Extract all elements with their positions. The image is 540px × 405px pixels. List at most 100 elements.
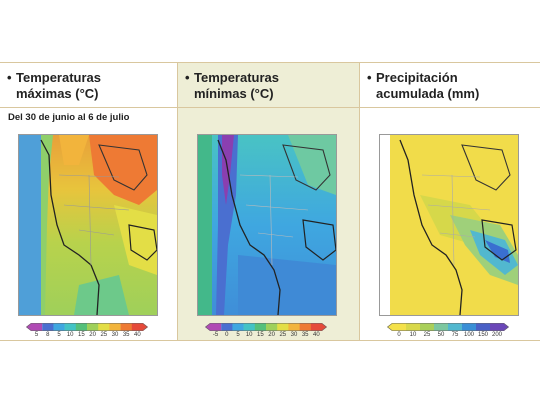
border-uruguay	[128, 224, 157, 261]
date-range-subtitle: Del 30 de junio al 6 de julio	[8, 112, 130, 123]
scale-tick-label: 25	[100, 332, 108, 338]
scale-tick-label: 20	[268, 332, 275, 338]
colorbar-outline	[387, 323, 509, 331]
colorbar-segment	[420, 323, 435, 331]
scale-tick-label: 10	[409, 332, 417, 338]
colorbar-segment	[254, 323, 267, 331]
scale-tick-label: 10	[66, 332, 74, 338]
scale-tick-label: 50	[437, 332, 445, 338]
border-paraguay	[98, 144, 148, 191]
scale-tick-label: 20	[89, 332, 96, 338]
colorbar-segment	[288, 323, 300, 331]
scale-tick-label: 5	[236, 332, 240, 338]
title-line: Temperaturas	[16, 70, 102, 85]
min-temp-title: • Temperaturas mínimas (°C)	[185, 70, 280, 102]
province-lines	[421, 174, 491, 266]
scale-tick-label: 40	[134, 332, 141, 338]
colorbar-segment	[26, 323, 43, 331]
colorbar-segment	[243, 323, 256, 331]
scale-tick-label: 15	[78, 332, 85, 338]
colorbar-segment	[109, 323, 121, 331]
country-border	[217, 139, 281, 315]
scale-tick-label: 25	[423, 332, 431, 338]
colorbar-segment	[476, 323, 491, 331]
colorbar-segment	[299, 323, 312, 331]
min-temp-colorbar	[205, 323, 327, 331]
bottom-divider	[0, 340, 540, 341]
scale-tick-label: 40	[313, 332, 320, 338]
max-temp-title: • Temperaturas máximas (°C)	[7, 70, 102, 102]
warm-region	[59, 135, 89, 165]
scale-tick-label: 5	[34, 332, 39, 338]
cool-region	[74, 275, 129, 315]
colorbar-segment	[490, 323, 509, 331]
andes-cold-band	[19, 135, 41, 315]
scale-tick-label: 35	[301, 332, 309, 338]
colorbar-segment	[232, 323, 244, 331]
scale-tick-label: 200	[491, 332, 503, 338]
scale-tick-label: 30	[290, 332, 298, 338]
min-temp-map	[197, 134, 337, 316]
max-temp-colorbar	[26, 323, 148, 331]
colorbar-outline	[205, 323, 327, 331]
colorbar-segment	[310, 323, 327, 331]
column-divider	[177, 63, 178, 340]
scale-tick-label: 35	[122, 332, 130, 338]
coastal-band	[198, 135, 212, 315]
title-line: máximas (°C)	[16, 86, 99, 101]
title-line: Precipitación	[376, 70, 458, 85]
scale-tick-label: 25	[279, 332, 287, 338]
colorbar-segment	[64, 323, 77, 331]
colorbar-segment	[221, 323, 233, 331]
colorbar-segment	[120, 323, 133, 331]
scale-tick-label: 5	[57, 332, 61, 338]
province-lines	[239, 174, 309, 266]
scale-tick-label: 30	[111, 332, 119, 338]
cold-band	[216, 135, 238, 315]
subtitle-divider	[0, 107, 540, 108]
colorbar-segment	[277, 323, 289, 331]
country-border	[40, 139, 100, 315]
warm-north-region	[288, 135, 336, 195]
colorbar-segment	[387, 323, 406, 331]
bullet-icon: •	[185, 70, 190, 85]
scale-tick-label: 0	[225, 332, 229, 338]
scale-tick-label: -5	[212, 332, 219, 338]
precipitation-title: • Precipitación acumulada (mm)	[367, 70, 480, 102]
scale-tick-label: 100	[463, 332, 475, 338]
south-region	[238, 255, 336, 315]
colorbar-segment	[462, 323, 477, 331]
colorbar-segment	[87, 323, 99, 331]
max-temp-map	[18, 134, 158, 316]
precipitation-map	[379, 134, 519, 316]
colorbar-segment	[448, 323, 463, 331]
colorbar-segment	[42, 323, 54, 331]
border-paraguay	[282, 144, 331, 191]
bullet-icon: •	[367, 70, 372, 85]
column-divider	[359, 63, 360, 340]
scale-tick-label: 75	[451, 332, 459, 338]
colorbar-segment	[406, 323, 421, 331]
colorbar-segment	[266, 323, 278, 331]
mild-region	[114, 205, 157, 275]
colorbar-outline	[26, 323, 148, 331]
colorbar-segment	[75, 323, 88, 331]
border-uruguay	[481, 219, 517, 261]
country-border	[399, 139, 463, 315]
precipitation-colorbar	[387, 323, 509, 331]
wettest-region	[485, 240, 510, 263]
title-line: mínimas (°C)	[194, 86, 274, 101]
colorbar-segment	[131, 323, 148, 331]
province-lines	[58, 174, 130, 266]
scale-tick-label: 8	[46, 332, 50, 338]
scale-tick-label: 15	[257, 332, 264, 338]
title-line: acumulada (mm)	[376, 86, 480, 101]
colorbar-segment	[98, 323, 110, 331]
title-line: Temperaturas	[194, 70, 280, 85]
no-data-strip	[380, 135, 390, 315]
border-uruguay	[302, 219, 336, 261]
border-paraguay	[461, 144, 511, 191]
scale-tick-label: 0	[397, 332, 401, 338]
colorbar-segment	[53, 323, 65, 331]
foothill-band	[41, 135, 53, 315]
